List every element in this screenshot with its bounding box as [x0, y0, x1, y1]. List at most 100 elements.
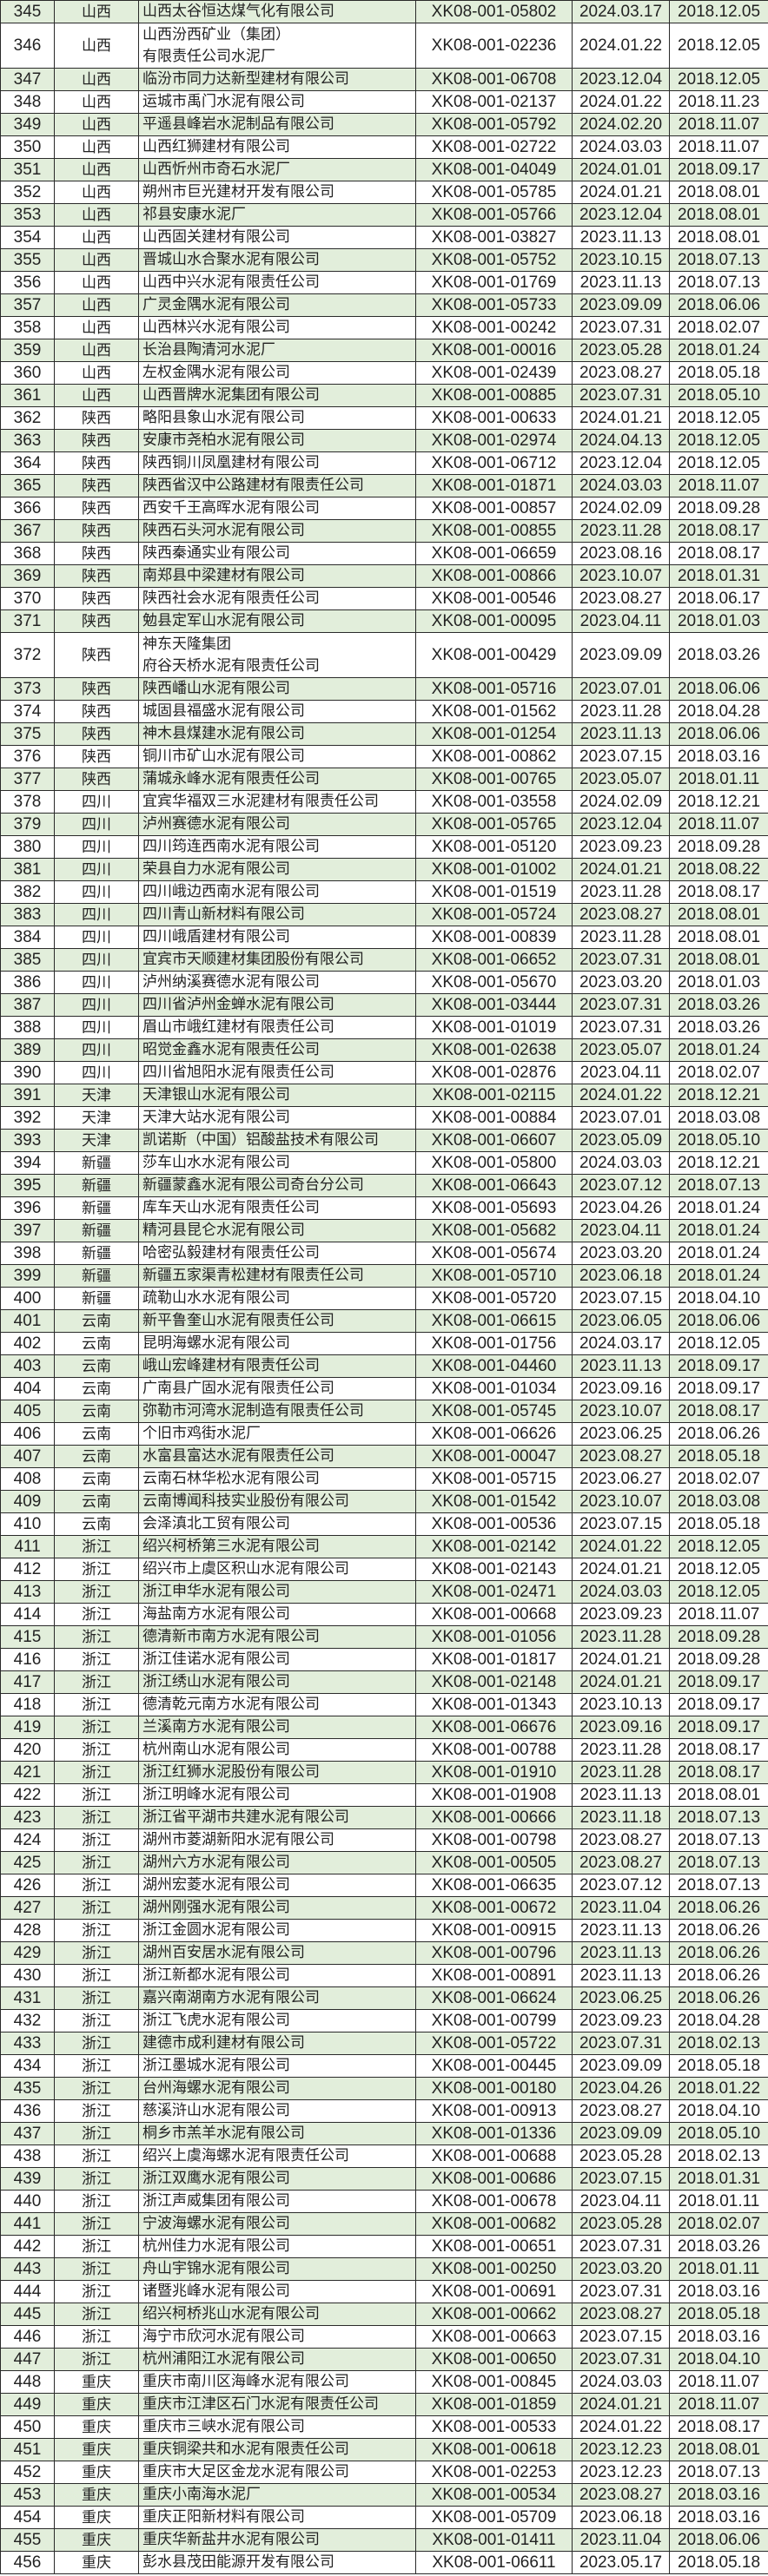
- issue-date-cell: 2024.01.22: [572, 1084, 670, 1107]
- license-number-cell: XK08-001-01756: [415, 1332, 573, 1355]
- table-row: 418 浙江 德清乾元南方水泥有限公司 XK08-001-01343 2023.10.1…: [0, 1693, 768, 1716]
- row-number: 395: [0, 1174, 55, 1197]
- company-name-cell: 重庆华新盐井水泥有限公司: [138, 2528, 416, 2552]
- license-number-cell: XK08-001-00651: [415, 2235, 573, 2258]
- issue-date-cell: 2024.04.13: [572, 429, 670, 452]
- first-date-cell: 2018.01.31: [669, 2167, 768, 2191]
- issue-date-cell: 2023.11.28: [572, 1761, 670, 1784]
- table-row: 416 浙江 浙江佳诺水泥有限公司 XK08-001-01817 2024.01.21 2…: [0, 1648, 768, 1671]
- company-name-cell: 水富县富达水泥有限责任公司: [138, 1445, 416, 1468]
- row-number: 449: [0, 2393, 55, 2416]
- company-name-cell: 疏勒山水水泥有限公司: [138, 1287, 416, 1310]
- issue-date-cell: 2023.05.28: [572, 2144, 670, 2168]
- license-number-cell: XK08-001-06626: [415, 1422, 573, 1446]
- province-cell: 天津: [54, 1084, 139, 1107]
- company-name-cell: 浙江省平湖市共建水泥有限公司: [138, 1806, 416, 1829]
- first-date-cell: 2018.08.01: [669, 926, 768, 949]
- province-cell: 浙江: [54, 1535, 139, 1558]
- first-date-cell: 2018.11.07: [669, 2370, 768, 2394]
- row-number: 389: [0, 1038, 55, 1062]
- province-cell: 浙江: [54, 2190, 139, 2213]
- company-name-cell: 弥勒市河湾水泥制造有限责任公司: [138, 1400, 416, 1423]
- row-number: 428: [0, 1919, 55, 1942]
- table-row: 448 重庆 重庆市南川区海峰水泥有限公司 XK08-001-00845 2024.03…: [0, 2370, 768, 2394]
- row-number: 358: [0, 316, 55, 339]
- table-row: 403 云南 峨山宏峰建材有限责任公司 XK08-001-04460 2023.11.1…: [0, 1354, 768, 1378]
- company-name-cell: 重庆市三峡水泥有限公司: [138, 2415, 416, 2439]
- issue-date-cell: 2023.07.31: [572, 993, 670, 1017]
- province-cell: 浙江: [54, 1625, 139, 1649]
- table-row: 437 浙江 桐乡市羔羊水泥有限公司 XK08-001-01336 2023.09.09…: [0, 2122, 768, 2145]
- issue-date-cell: 2023.10.15: [572, 248, 670, 272]
- company-name-cell: 昆明海螺水泥有限公司: [138, 1332, 416, 1355]
- province-cell: 浙江: [54, 2099, 139, 2123]
- issue-date-cell: 2024.01.22: [572, 1535, 670, 1558]
- license-number-cell: XK08-001-00505: [415, 1851, 573, 1874]
- row-number: 434: [0, 2054, 55, 2078]
- table-row: 456 重庆 彭水县茂田能源开发有限公司 XK08-001-06611 2023.05.…: [0, 2551, 768, 2574]
- row-number: 403: [0, 1354, 55, 1378]
- first-date-cell: 2018.06.06: [669, 293, 768, 317]
- row-number: 370: [0, 587, 55, 610]
- row-number: 363: [0, 429, 55, 452]
- issue-date-cell: 2023.07.01: [572, 1106, 670, 1130]
- issue-date-cell: 2023.06.27: [572, 1467, 670, 1491]
- issue-date-cell: 2023.04.11: [572, 1061, 670, 1084]
- company-name-cell: 建德市成利建材有限公司: [138, 2032, 416, 2055]
- first-date-cell: 2018.01.24: [669, 1264, 768, 1288]
- province-cell: 浙江: [54, 2032, 139, 2055]
- company-name-cell: 彭水县茂田能源开发有限公司: [138, 2551, 416, 2574]
- province-cell: 浙江: [54, 1761, 139, 1784]
- issue-date-cell: 2023.07.01: [572, 677, 670, 701]
- license-number-cell: XK08-001-05745: [415, 1400, 573, 1423]
- row-number: 359: [0, 339, 55, 362]
- issue-date-cell: 2024.01.21: [572, 2393, 670, 2416]
- row-number: 396: [0, 1196, 55, 1220]
- license-number-cell: XK08-001-01562: [415, 700, 573, 723]
- first-date-cell: 2018.01.24: [669, 1219, 768, 1242]
- first-date-cell: 2018.06.06: [669, 2528, 768, 2552]
- company-name-cell: 长治县陶清河水泥厂: [138, 339, 416, 362]
- company-name-cell: 天津大站水泥有限公司: [138, 1106, 416, 1130]
- issue-date-cell: 2023.05.28: [572, 339, 670, 362]
- province-cell: 陕西: [54, 700, 139, 723]
- table-row: 442 浙江 杭州佳力水泥有限公司 XK08-001-00651 2023.07.31 2…: [0, 2235, 768, 2258]
- issue-date-cell: 2023.12.23: [572, 2438, 670, 2461]
- table-row: 347 山西 临汾市同力达新型建材有限公司 XK08-001-06708 2023.12…: [0, 68, 768, 91]
- company-name-cell: 浙江墨城水泥有限公司: [138, 2054, 416, 2078]
- table-row: 431 浙江 嘉兴南湖南方水泥有限公司 XK08-001-06624 2023.06.2…: [0, 1986, 768, 2010]
- province-cell: 新疆: [54, 1219, 139, 1242]
- issue-date-cell: 2023.06.25: [572, 1986, 670, 2010]
- table-row: 452 重庆 重庆市大足区金龙水泥有限公司 XK08-001-02253 2023.12…: [0, 2461, 768, 2484]
- license-number-cell: XK08-001-06624: [415, 1986, 573, 2010]
- first-date-cell: 2018.09.28: [669, 1648, 768, 1671]
- license-number-cell: XK08-001-01019: [415, 1016, 573, 1039]
- province-cell: 山西: [54, 248, 139, 272]
- first-date-cell: 2018.08.01: [669, 181, 768, 204]
- first-date-cell: 2018.05.18: [669, 361, 768, 385]
- row-number: 411: [0, 1535, 55, 1558]
- license-number-cell: XK08-001-00857: [415, 497, 573, 520]
- issue-date-cell: 2024.01.21: [572, 1648, 670, 1671]
- row-number: 426: [0, 1874, 55, 1897]
- table-row: 381 四川 荣县自力水泥有限公司 XK08-001-01002 2024.01.21 2…: [0, 858, 768, 881]
- company-name-cell: 陕西嶓山水泥有限公司: [138, 677, 416, 701]
- company-name-cell: 凯诺斯（中国）铝酸盐技术有限公司: [138, 1129, 416, 1152]
- license-number-cell: XK08-001-02974: [415, 429, 573, 452]
- province-cell: 山西: [54, 293, 139, 317]
- first-date-cell: 2018.06.26: [669, 1422, 768, 1446]
- license-number-cell: XK08-001-00533: [415, 2415, 573, 2439]
- company-name-cell: 浙江明峰水泥有限公司: [138, 1783, 416, 1807]
- issue-date-cell: 2024.03.17: [572, 0, 670, 23]
- table-row: 366 陕西 西安千王高晖水泥有限公司 XK08-001-00857 2024.02.0…: [0, 497, 768, 520]
- issue-date-cell: 2023.06.18: [572, 2506, 670, 2529]
- table-row: 415 浙江 德清新市南方水泥有限公司 XK08-001-01056 2023.11.2…: [0, 1625, 768, 1649]
- license-number-cell: XK08-001-05800: [415, 1151, 573, 1175]
- province-cell: 山西: [54, 271, 139, 294]
- first-date-cell: 2018.08.17: [669, 2415, 768, 2439]
- license-number-cell: XK08-001-01769: [415, 271, 573, 294]
- company-name-cell: 安康市尧柏水泥有限公司: [138, 429, 416, 452]
- license-number-cell: XK08-001-00180: [415, 2077, 573, 2100]
- province-cell: 重庆: [54, 2528, 139, 2552]
